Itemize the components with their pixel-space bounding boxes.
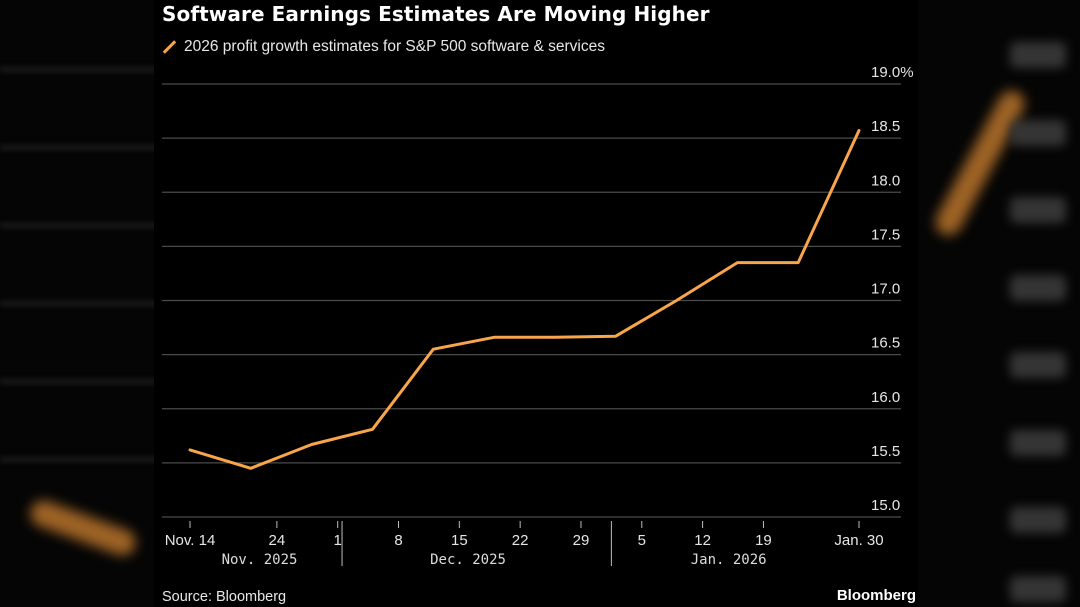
x-tick-label: 19 [755,532,772,549]
x-tick-label: 22 [512,532,529,549]
blurred-stripe [0,380,170,383]
grid-layer [162,83,901,518]
x-tick-label: 1 [334,532,342,549]
blurred-tick [1010,275,1066,301]
blurred-tick [1010,120,1066,146]
bloomberg-logo: Bloomberg [836,587,916,604]
x-tick-label: 5 [638,532,646,549]
y-axis-ticks: 19.0% 18.5 18.0 17.5 17.0 16.5 16.0 15.5 15.0 [871,64,914,514]
chart-legend: 2026 profit growth estimates for S&P 500… [162,38,605,56]
blurred-line-left [26,496,140,560]
blurred-stripe [0,68,170,71]
series-layer [188,129,861,470]
y-tick-label: 18.5 [871,118,900,135]
chart-card: Software Earnings Estimates Are Moving H… [154,0,918,607]
blurred-stripe [0,458,170,461]
y-tick-label: 18.0 [871,172,900,189]
source-note: Source: Bloomberg [162,589,287,605]
legend-label: 2026 profit growth estimates for S&P 500… [184,38,605,55]
x-tick-label: 12 [694,532,711,549]
x-axis-ticks: Nov. 14 24 1 8 15 22 29 5 12 19 Jan. 30 [165,521,884,549]
blurred-tick [1010,430,1066,456]
y-tick-label: 15.5 [871,443,900,460]
y-tick-label: 16.5 [871,335,900,352]
blurred-tick [1010,197,1066,223]
blurred-stripe [0,224,170,227]
blurred-tick [1010,42,1066,68]
y-tick-label: 15.0 [871,497,900,514]
x-tick-label: 29 [573,532,590,549]
blurred-stripe [0,146,170,149]
month-labels: Nov. 2025 Dec. 2025 Jan. 2026 [222,521,767,568]
x-tick-label: Jan. 30 [834,532,883,549]
line-chart: 19.0% 18.5 18.0 17.5 17.0 16.5 16.0 15.5 15.0 No… [162,64,914,568]
x-tick-label: Nov. 14 [165,532,216,549]
blurred-tick [1010,352,1066,378]
y-tick-label: 19.0% [871,64,914,81]
series-line [188,129,861,470]
x-tick-label: 24 [269,532,286,549]
blurred-tick [1010,576,1066,602]
month-label: Nov. 2025 [222,552,298,568]
month-label: Dec. 2025 [430,552,506,568]
x-tick-label: 15 [451,532,468,549]
y-tick-label: 16.0 [871,389,900,406]
y-tick-label: 17.5 [871,226,900,243]
y-tick-label: 17.0 [871,281,900,298]
blurred-stripe [0,302,170,305]
month-label: Jan. 2026 [691,552,767,568]
blurred-tick [1010,507,1066,533]
x-tick-label: 8 [394,532,402,549]
chart-title: Software Earnings Estimates Are Moving H… [162,2,710,26]
